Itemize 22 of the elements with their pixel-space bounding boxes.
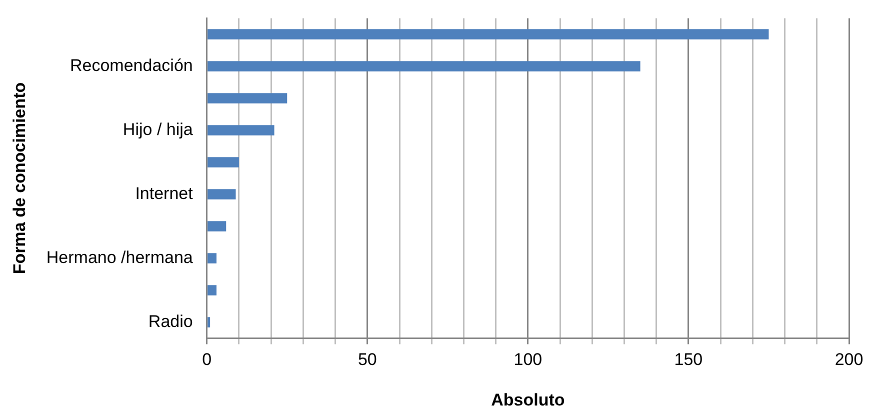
x-tick-label: 150 — [674, 350, 703, 370]
y-tick-label: Hermano /hermana — [46, 248, 194, 267]
x-tick-label: 100 — [514, 350, 542, 370]
bar — [208, 189, 236, 200]
y-tick-label: Recomendación — [70, 56, 193, 75]
y-tick-label: Radio — [148, 312, 193, 331]
bar — [208, 253, 216, 264]
bar — [208, 221, 226, 232]
bar — [208, 317, 210, 328]
y-tick-label: Internet — [135, 184, 194, 203]
x-tick-label: 200 — [834, 350, 864, 370]
y-axis-title: Forma de conocimiento — [10, 82, 29, 274]
x-tick-label: 0 — [202, 350, 212, 370]
y-tick-label: Hijo / hija — [122, 120, 194, 139]
bar — [208, 29, 769, 40]
x-axis-title: Absoluto — [491, 390, 565, 410]
x-tick-label: 50 — [358, 350, 377, 370]
bar — [208, 157, 239, 168]
bar — [208, 125, 274, 136]
bar — [208, 93, 288, 104]
bar — [208, 285, 216, 296]
bar — [208, 61, 640, 72]
